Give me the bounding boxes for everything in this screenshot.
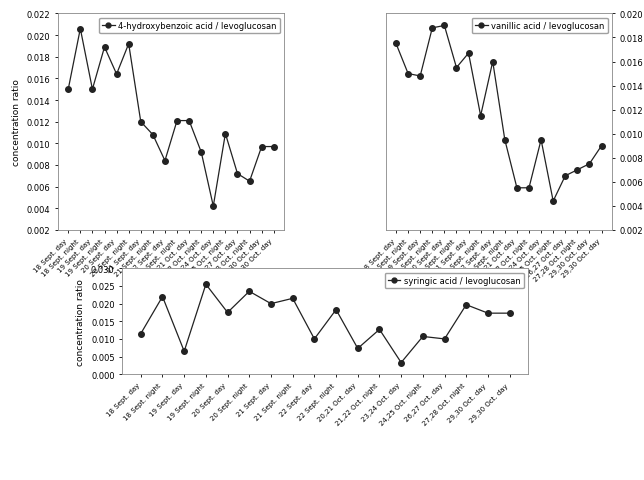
- Y-axis label: concentration ratio: concentration ratio: [12, 79, 21, 166]
- Legend: 4-hydroxybenzoic acid / levoglucosan: 4-hydroxybenzoic acid / levoglucosan: [99, 19, 280, 34]
- Legend: syringic acid / levoglucosan: syringic acid / levoglucosan: [384, 273, 524, 288]
- Y-axis label: concentration ratio: concentration ratio: [77, 278, 86, 365]
- Legend: vanillic acid / levoglucosan: vanillic acid / levoglucosan: [472, 19, 608, 34]
